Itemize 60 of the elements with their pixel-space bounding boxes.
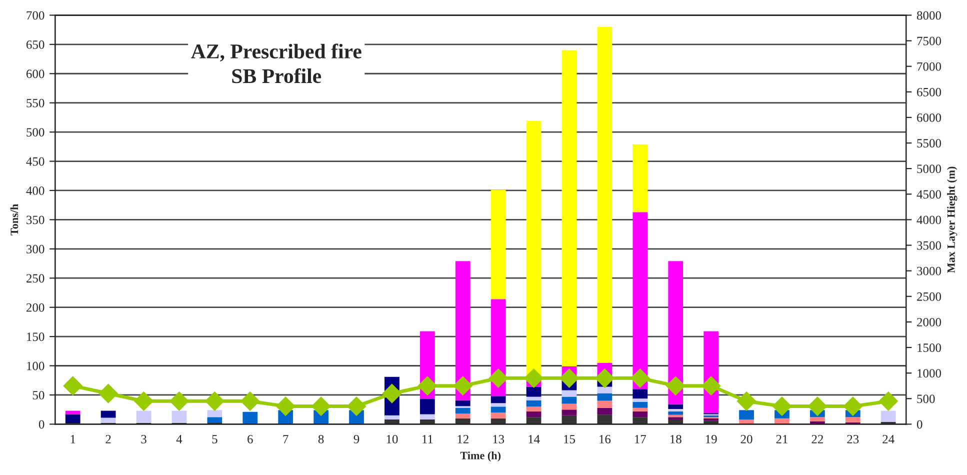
y2-tick-label: 2000 <box>917 318 942 326</box>
x-tick-label: 22 <box>812 434 823 444</box>
y2-tick-label: 1500 <box>918 344 942 352</box>
y-tick-label: 450 <box>26 157 44 166</box>
y-tick-label: 600 <box>26 70 44 78</box>
x-tick-label: 20 <box>740 434 752 444</box>
x-tick-label: 9 <box>354 434 360 444</box>
x-tick-label: 6 <box>248 434 253 444</box>
x-tick-label: 2 <box>106 434 111 444</box>
y-tick-label: 700 <box>26 11 44 20</box>
x-tick-label: 18 <box>670 434 682 444</box>
y-tick-label: 650 <box>26 40 44 49</box>
x-tick-label: 7 <box>283 435 288 444</box>
y2-tick-label: 5000 <box>917 164 942 174</box>
y-axis-title: Tons/h <box>10 204 18 236</box>
y-tick-label: 150 <box>27 332 44 341</box>
x-tick-label: 13 <box>493 434 504 444</box>
y-tick-label: 500 <box>26 128 44 137</box>
x-tick-label: 19 <box>706 434 717 444</box>
y2-tick-label: 7000 <box>917 62 942 71</box>
y-tick-label: 300 <box>26 244 44 254</box>
y2-tick-label: 0 <box>916 420 922 429</box>
x-tick-label: 4 <box>176 435 182 444</box>
y-tick-label: 250 <box>26 274 44 283</box>
y2-tick-label: 6500 <box>917 88 942 96</box>
text: AZ, Prescribed fire SB Profile <box>191 44 362 84</box>
y2-tick-label: 4000 <box>916 216 942 224</box>
y-tick-label: 0 <box>38 420 44 429</box>
y2-tick-label: 4500 <box>916 190 942 199</box>
x-tick-label: 12 <box>458 434 468 444</box>
y-tick-label: 550 <box>26 98 44 108</box>
y2-tick-label: 500 <box>917 394 935 404</box>
x-tick-label: 16 <box>600 434 611 444</box>
x-tick-label: 24 <box>882 434 894 444</box>
y2-tick-label: 7500 <box>917 36 942 46</box>
x-tick-label: 15 <box>564 435 575 444</box>
y2-tick-label: 8000 <box>916 11 942 20</box>
y2-tick-label: 2500 <box>917 292 942 301</box>
x-axis-title: Time (h) <box>460 451 501 462</box>
y2-tick-label: 1000 <box>918 369 942 378</box>
x-tick-label: 17 <box>635 435 646 444</box>
y2-tick-label: 3000 <box>917 266 942 276</box>
y2-axis-title: Max Layer Hieght (m) <box>947 166 958 273</box>
y-tick-label: 50 <box>32 390 44 400</box>
y-tick-label: 350 <box>26 216 44 224</box>
y-tick-label: 100 <box>27 362 44 370</box>
x-tick-label: 5 <box>212 435 218 444</box>
x-tick-label: 11 <box>422 435 433 444</box>
x-tick-label: 8 <box>318 434 324 444</box>
y2-tick-label: 3500 <box>917 241 942 250</box>
x-tick-label: 14 <box>528 435 540 444</box>
x-tick-label: 10 <box>386 434 398 444</box>
x-tick-label: 21 <box>776 434 788 444</box>
y2-tick-label: 6000 <box>917 113 942 122</box>
x-tick-label: 23 <box>847 434 859 444</box>
y-tick-label: 200 <box>26 303 44 312</box>
y2-tick-label: 5500 <box>917 139 942 148</box>
x-tick-label: 3 <box>141 434 146 444</box>
x-tick-label: 1 <box>70 435 76 444</box>
y-tick-label: 400 <box>26 186 44 195</box>
